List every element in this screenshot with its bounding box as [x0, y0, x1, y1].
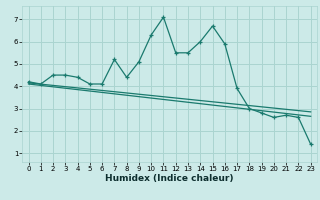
X-axis label: Humidex (Indice chaleur): Humidex (Indice chaleur)	[105, 174, 234, 183]
